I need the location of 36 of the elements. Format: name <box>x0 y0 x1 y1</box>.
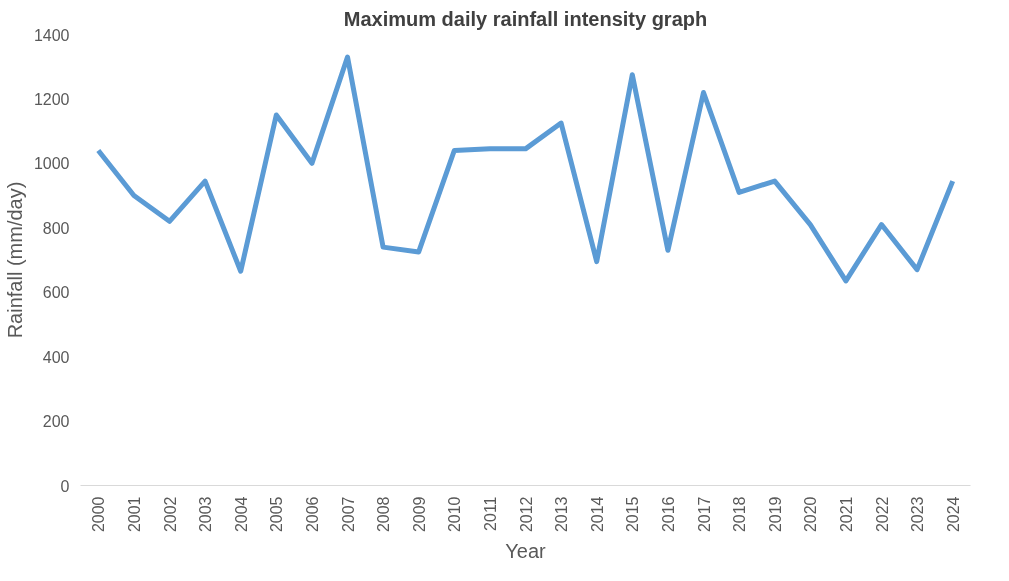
x-tick-label: 2008 <box>375 496 393 533</box>
y-tick-label: 1400 <box>33 26 70 44</box>
x-tick-label: 2011 <box>481 496 499 531</box>
x-tick-label: 2007 <box>339 496 357 533</box>
x-tick-label: 2021 <box>837 496 855 533</box>
x-tick-label: 2000 <box>90 496 108 533</box>
x-tick-label: 2012 <box>517 496 535 533</box>
x-tick-label: 2003 <box>197 496 215 533</box>
y-tick-label: 1200 <box>33 90 70 108</box>
x-tick-label: 2006 <box>303 496 321 533</box>
x-tick-label: 2016 <box>659 496 677 533</box>
y-tick-label: 1000 <box>33 155 70 173</box>
x-tick-label: 2014 <box>588 496 606 533</box>
x-tick-label: 2020 <box>802 496 820 533</box>
x-tick-label: 2004 <box>232 496 250 533</box>
x-tick-label: 2022 <box>873 496 891 533</box>
x-tick-label: 2023 <box>909 496 927 533</box>
x-tick-label: 2001 <box>125 496 143 533</box>
x-tick-label: 2024 <box>944 496 962 533</box>
x-tick-label: 2017 <box>695 496 713 533</box>
y-tick-label: 200 <box>42 413 70 431</box>
y-tick-label: 400 <box>42 348 70 366</box>
x-tick-label: 2019 <box>766 496 784 533</box>
y-tick-label: 600 <box>42 284 70 302</box>
y-tick-label: 0 <box>60 477 70 495</box>
x-tick-label: 2018 <box>731 496 749 533</box>
x-tick-label: 2005 <box>268 496 286 533</box>
chart-title: Maximum daily rainfall intensity graph <box>343 7 708 30</box>
x-tick-label: 2009 <box>410 496 428 533</box>
x-tick-label: 2010 <box>446 496 464 533</box>
x-tick-label: 2015 <box>624 496 642 533</box>
x-axis-title: Year <box>505 540 547 563</box>
x-tick-label: 2002 <box>161 496 179 533</box>
x-tick-label: 2013 <box>553 496 571 533</box>
y-axis-title: Rainfall (mm/day) <box>3 181 26 339</box>
y-tick-label: 800 <box>42 219 70 237</box>
